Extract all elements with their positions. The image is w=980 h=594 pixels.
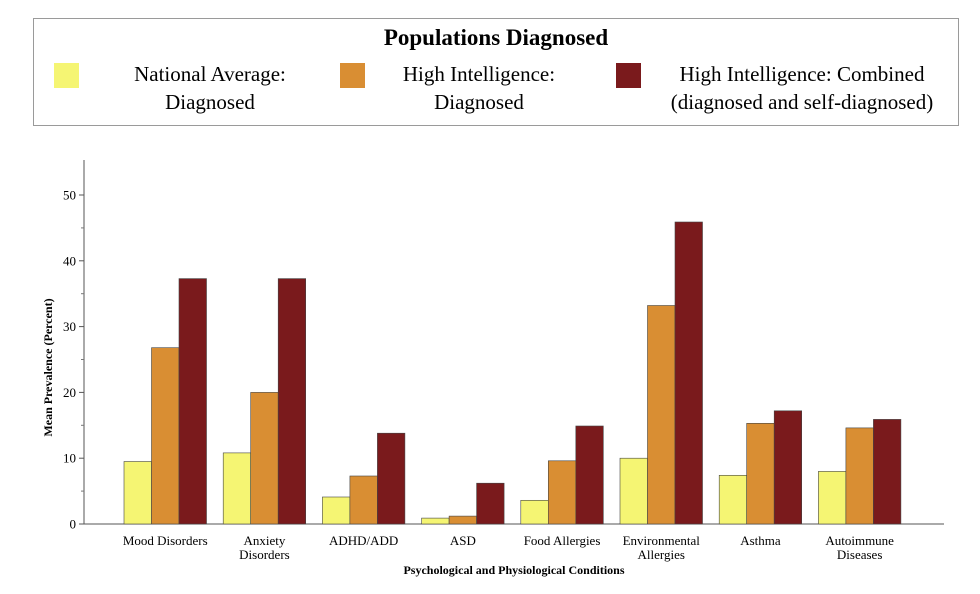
x-tick-label: Autoimmune Diseases bbox=[825, 533, 894, 562]
x-tick-label: ASD bbox=[450, 533, 476, 548]
bar bbox=[377, 432, 406, 525]
bar bbox=[746, 422, 775, 525]
bar bbox=[178, 278, 207, 525]
legend-title: Populations Diagnosed bbox=[383, 25, 609, 50]
y-tick-label: 10 bbox=[63, 451, 76, 466]
x-tick-label-line: Autoimmune bbox=[825, 533, 894, 548]
bar bbox=[773, 410, 803, 525]
bar bbox=[123, 461, 152, 525]
bar bbox=[845, 427, 874, 525]
bar bbox=[818, 471, 847, 525]
bar bbox=[277, 278, 307, 525]
bar bbox=[547, 460, 577, 525]
x-tick-label-line: Allergies bbox=[638, 547, 685, 562]
x-tick-label: Food Allergies bbox=[524, 533, 601, 548]
x-tick-label: Anxiety Disorders bbox=[239, 533, 290, 562]
x-tick-label-line: Environmental bbox=[623, 533, 701, 548]
bar bbox=[222, 452, 251, 525]
bar bbox=[520, 499, 549, 525]
bar bbox=[421, 517, 450, 525]
bar bbox=[575, 425, 604, 525]
legend-label-line: (diagnosed and self-diagnosed) bbox=[670, 90, 934, 114]
x-tick-label-line: Diseases bbox=[837, 547, 883, 562]
bar bbox=[476, 482, 505, 525]
x-tick-label-line: ASD bbox=[450, 533, 476, 548]
legend-label-line: High Intelligence: bbox=[402, 62, 556, 86]
x-tick-label-line: ADHD/ADD bbox=[329, 533, 398, 548]
bar bbox=[718, 474, 748, 525]
legend-label-high-intelligence-diagnosed: High Intelligence: Diagnosed bbox=[384, 60, 574, 116]
bar bbox=[873, 419, 902, 525]
legend-label-high-intelligence-combined: High Intelligence: Combined (diagnosed a… bbox=[652, 60, 952, 116]
legend-swatch-high-intelligence-combined bbox=[616, 63, 641, 88]
x-axis-label: Psychological and Physiological Conditio… bbox=[403, 563, 624, 577]
x-tick-label: Asthma bbox=[740, 533, 781, 548]
legend-label-national-average: National Average: Diagnosed bbox=[110, 60, 310, 116]
bar bbox=[448, 515, 477, 525]
x-tick-label: Environmental Allergies bbox=[623, 533, 701, 562]
bar bbox=[349, 475, 378, 525]
bar bbox=[619, 457, 648, 525]
x-tick-label-line: Mood Disorders bbox=[123, 533, 208, 548]
bar bbox=[674, 221, 703, 525]
y-tick-label: 30 bbox=[63, 319, 76, 334]
legend-label-line: Diagnosed bbox=[165, 90, 255, 114]
legend-swatch-high-intelligence-diagnosed bbox=[340, 63, 365, 88]
bar bbox=[151, 347, 180, 525]
x-tick-label-line: Anxiety bbox=[244, 533, 286, 548]
y-tick-label: 50 bbox=[63, 188, 76, 203]
legend-label-line: National Average: bbox=[134, 62, 286, 86]
legend: Populations Diagnosed National Average: … bbox=[33, 18, 959, 126]
x-tick-label: Mood Disorders bbox=[123, 533, 208, 548]
y-tick-label: 0 bbox=[70, 517, 77, 532]
x-tick-label-line: Food Allergies bbox=[524, 533, 601, 548]
bar bbox=[647, 305, 676, 525]
legend-swatch-national-average bbox=[54, 63, 79, 88]
legend-label-line: High Intelligence: Combined bbox=[679, 62, 925, 86]
y-tick-label: 40 bbox=[63, 253, 76, 268]
y-axis-label: Mean Prevalence (Percent) bbox=[41, 298, 55, 436]
x-tick-label: ADHD/ADD bbox=[329, 533, 398, 548]
y-tick-label: 20 bbox=[63, 385, 76, 400]
bar bbox=[322, 496, 351, 525]
x-tick-label-line: Disorders bbox=[239, 547, 290, 562]
bar bbox=[250, 392, 279, 525]
legend-label-line: Diagnosed bbox=[434, 90, 524, 114]
x-tick-label-line: Asthma bbox=[740, 533, 781, 548]
